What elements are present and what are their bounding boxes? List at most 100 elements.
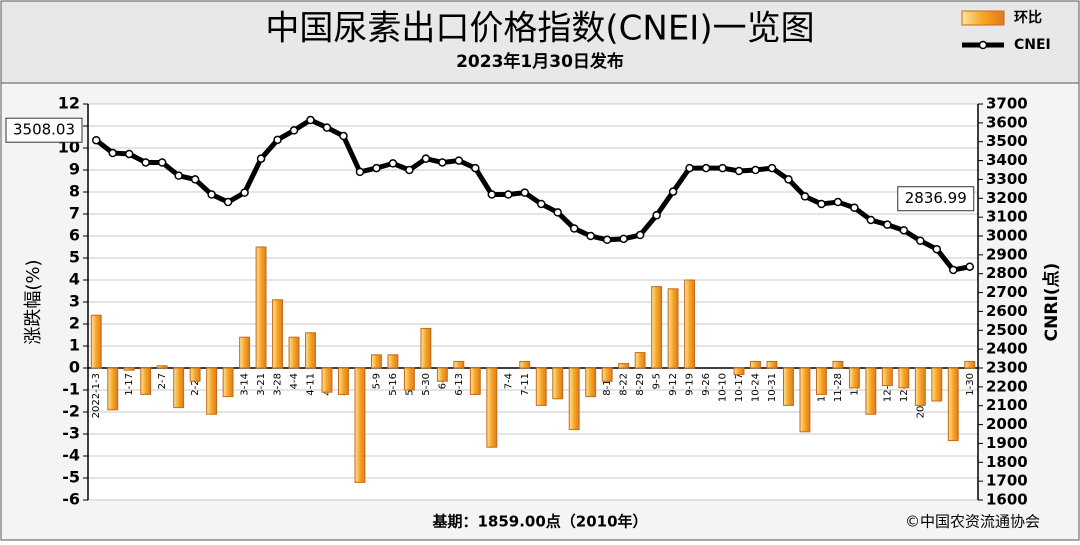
bar bbox=[634, 352, 646, 369]
bar bbox=[354, 367, 366, 483]
bar bbox=[123, 367, 135, 371]
bar bbox=[189, 367, 201, 382]
bar bbox=[156, 365, 168, 369]
bar bbox=[436, 367, 448, 382]
bar bbox=[239, 336, 251, 369]
bar bbox=[815, 367, 827, 395]
cnei-marker bbox=[668, 187, 678, 196]
bar bbox=[288, 336, 300, 369]
x-tick-label: 10-17 bbox=[734, 373, 745, 402]
bar bbox=[305, 332, 316, 369]
cnei-marker bbox=[635, 230, 645, 240]
y-tick-label: 7 bbox=[69, 204, 80, 223]
cnei-marker bbox=[454, 156, 464, 165]
bar bbox=[222, 367, 234, 398]
y-tick-label: -5 bbox=[62, 468, 80, 487]
x-tick-label: 7-11 bbox=[520, 373, 531, 396]
cnei-marker bbox=[355, 167, 365, 177]
x-tick-label: 3-14 bbox=[240, 373, 251, 396]
x-tick-label: 10-10 bbox=[718, 373, 729, 402]
bar bbox=[272, 299, 283, 369]
bar bbox=[783, 367, 794, 406]
y2-tick-label: 3600 bbox=[986, 113, 1028, 131]
cnei-marker bbox=[372, 163, 381, 173]
y-tick-label: 6 bbox=[69, 226, 80, 245]
bar bbox=[898, 367, 910, 389]
header-box bbox=[0, 0, 1080, 84]
bar bbox=[750, 360, 761, 369]
cnei-marker bbox=[883, 220, 892, 229]
bar bbox=[881, 367, 893, 387]
bar bbox=[552, 367, 564, 400]
bar bbox=[370, 354, 382, 369]
y-tick-label: 9 bbox=[69, 160, 80, 179]
cnei-marker bbox=[339, 131, 348, 141]
y2-tick-label: 2400 bbox=[986, 340, 1028, 358]
value-label-box bbox=[897, 186, 975, 212]
cnei-marker bbox=[701, 163, 711, 173]
bar bbox=[140, 367, 152, 395]
cnei-marker bbox=[850, 203, 859, 212]
y-tick-label: -2 bbox=[62, 402, 80, 421]
cnei-marker bbox=[157, 158, 167, 167]
x-tick-label: 1-30 bbox=[965, 373, 976, 396]
bar bbox=[420, 327, 432, 369]
legend-label: 环比 bbox=[1014, 9, 1042, 26]
y-tick-label: 2 bbox=[69, 314, 80, 333]
bar bbox=[486, 367, 498, 448]
cnei-marker bbox=[833, 197, 843, 207]
y-tick-label: -6 bbox=[62, 490, 80, 509]
bar bbox=[601, 367, 613, 382]
cnei-marker bbox=[223, 197, 233, 207]
x-tick-label: 1-17 bbox=[124, 373, 135, 396]
cnei-marker bbox=[734, 166, 744, 176]
cnei-marker bbox=[124, 149, 134, 159]
value-label-box bbox=[5, 117, 83, 143]
source: ©中国农资流通协会 bbox=[905, 513, 1040, 531]
value-label: 3508.03 bbox=[13, 121, 75, 139]
bar bbox=[469, 367, 481, 395]
cnei-marker bbox=[685, 163, 694, 173]
cnei-marker bbox=[520, 188, 530, 197]
cnei-marker bbox=[256, 154, 266, 163]
x-tick-label: 12-19 bbox=[882, 373, 893, 402]
bar bbox=[321, 367, 333, 393]
y2-tick-label: 1900 bbox=[986, 434, 1028, 452]
cnei-marker bbox=[438, 158, 447, 167]
cnei-marker bbox=[817, 199, 826, 209]
cnei-marker bbox=[784, 175, 793, 184]
y-tick-label: 4 bbox=[69, 270, 80, 289]
cnei-marker bbox=[553, 208, 562, 217]
bar bbox=[865, 367, 877, 415]
bar bbox=[766, 360, 778, 369]
bar bbox=[206, 367, 218, 415]
cnei-marker bbox=[405, 165, 414, 175]
bar bbox=[173, 367, 185, 409]
y-tick-label: 3 bbox=[69, 292, 80, 311]
value-label: 2836.99 bbox=[905, 189, 967, 207]
x-tick-label: 8-29 bbox=[635, 373, 646, 396]
bar bbox=[535, 367, 547, 406]
cnei-marker bbox=[619, 234, 628, 244]
y2-tick-label: 2900 bbox=[986, 245, 1028, 263]
bar bbox=[387, 354, 399, 369]
y2-tick-label: 3300 bbox=[986, 170, 1028, 188]
x-tick-label: 5-30 bbox=[421, 373, 432, 396]
y2-tick-label: 3400 bbox=[986, 151, 1028, 169]
x-tick-label: 6-13 bbox=[454, 373, 465, 396]
cnei-marker bbox=[273, 135, 282, 145]
y2-tick-label: 3100 bbox=[986, 208, 1028, 226]
bar bbox=[848, 367, 860, 389]
x-tick-label: 9-19 bbox=[685, 373, 696, 396]
cnei-marker bbox=[569, 224, 579, 233]
cnei-marker bbox=[718, 163, 727, 173]
y2-tick-label: 1600 bbox=[986, 491, 1028, 509]
x-tick-label: 5-16 bbox=[388, 373, 399, 396]
y2-tick-label: 2700 bbox=[986, 283, 1028, 301]
bar bbox=[914, 367, 926, 406]
cnei-marker bbox=[190, 175, 200, 184]
bar bbox=[964, 360, 976, 369]
cnei-marker bbox=[767, 163, 777, 173]
bar bbox=[338, 367, 349, 395]
bar bbox=[568, 367, 580, 431]
